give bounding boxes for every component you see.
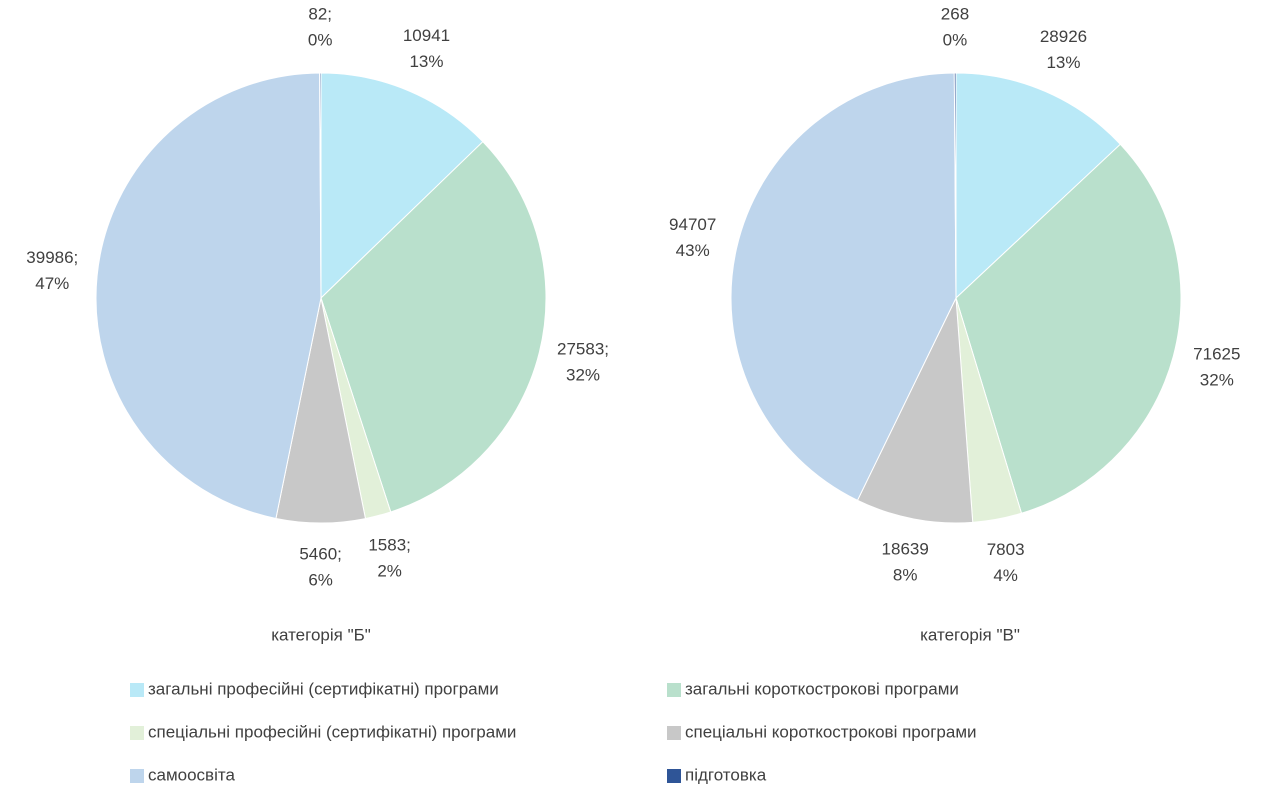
data-label-value: 1583; (368, 536, 411, 555)
data-label-value: 27583; (557, 340, 609, 359)
data-label-value: 5460; (299, 544, 342, 563)
data-label-percent: 43% (676, 241, 710, 260)
legend-label: самоосвіта (148, 765, 235, 784)
legend-swatch (130, 769, 144, 783)
data-label-value: 268 (941, 4, 969, 23)
legend-swatch (667, 726, 681, 740)
data-label-value: 18639 (882, 540, 929, 559)
pie-slice (955, 72, 1122, 300)
legend: загальні професійні (сертифікатні) прогр… (130, 679, 977, 784)
data-label-percent: 32% (1200, 370, 1234, 389)
data-label-value: 7803 (987, 540, 1025, 559)
data-label-percent: 47% (35, 274, 69, 293)
legend-label: загальні короткострокові програми (685, 679, 959, 698)
legend-swatch (130, 683, 144, 697)
data-label-value: 28926 (1040, 27, 1087, 46)
legend-swatch (667, 769, 681, 783)
data-label-percent: 0% (943, 30, 968, 49)
data-label-percent: 0% (308, 30, 333, 49)
legend-label: спеціальні професійні (сертифікатні) про… (148, 722, 516, 741)
data-label-value: 10941 (403, 26, 450, 45)
pie-slice (320, 72, 484, 300)
chart-title: категорія "В" (920, 625, 1020, 644)
legend-label: спеціальні короткострокові програми (685, 722, 977, 741)
data-label-percent: 4% (993, 566, 1018, 585)
data-label-value: 39986; (26, 248, 78, 267)
chart-title: категорія "Б" (271, 625, 371, 644)
data-label-percent: 32% (566, 366, 600, 385)
data-label-percent: 2% (377, 562, 402, 581)
pie-slice (319, 72, 322, 299)
data-label-percent: 13% (409, 52, 443, 71)
data-label-value: 82; (308, 4, 332, 23)
data-label-value: 71625 (1193, 344, 1240, 363)
data-label-value: 94707 (669, 215, 716, 234)
data-label-percent: 13% (1046, 53, 1080, 72)
legend-swatch (667, 683, 681, 697)
pie-slice (953, 72, 957, 299)
pie-slice (730, 72, 957, 501)
legend-swatch (130, 726, 144, 740)
data-label-percent: 6% (308, 570, 333, 589)
legend-label: загальні професійні (сертифікатні) прогр… (148, 679, 499, 698)
data-label-percent: 8% (893, 566, 918, 585)
pie-slice (856, 296, 974, 524)
pie-slice (955, 143, 1182, 514)
legend-label: підготовка (685, 765, 767, 784)
pie-slice (95, 72, 322, 520)
pie-slice (320, 140, 547, 513)
